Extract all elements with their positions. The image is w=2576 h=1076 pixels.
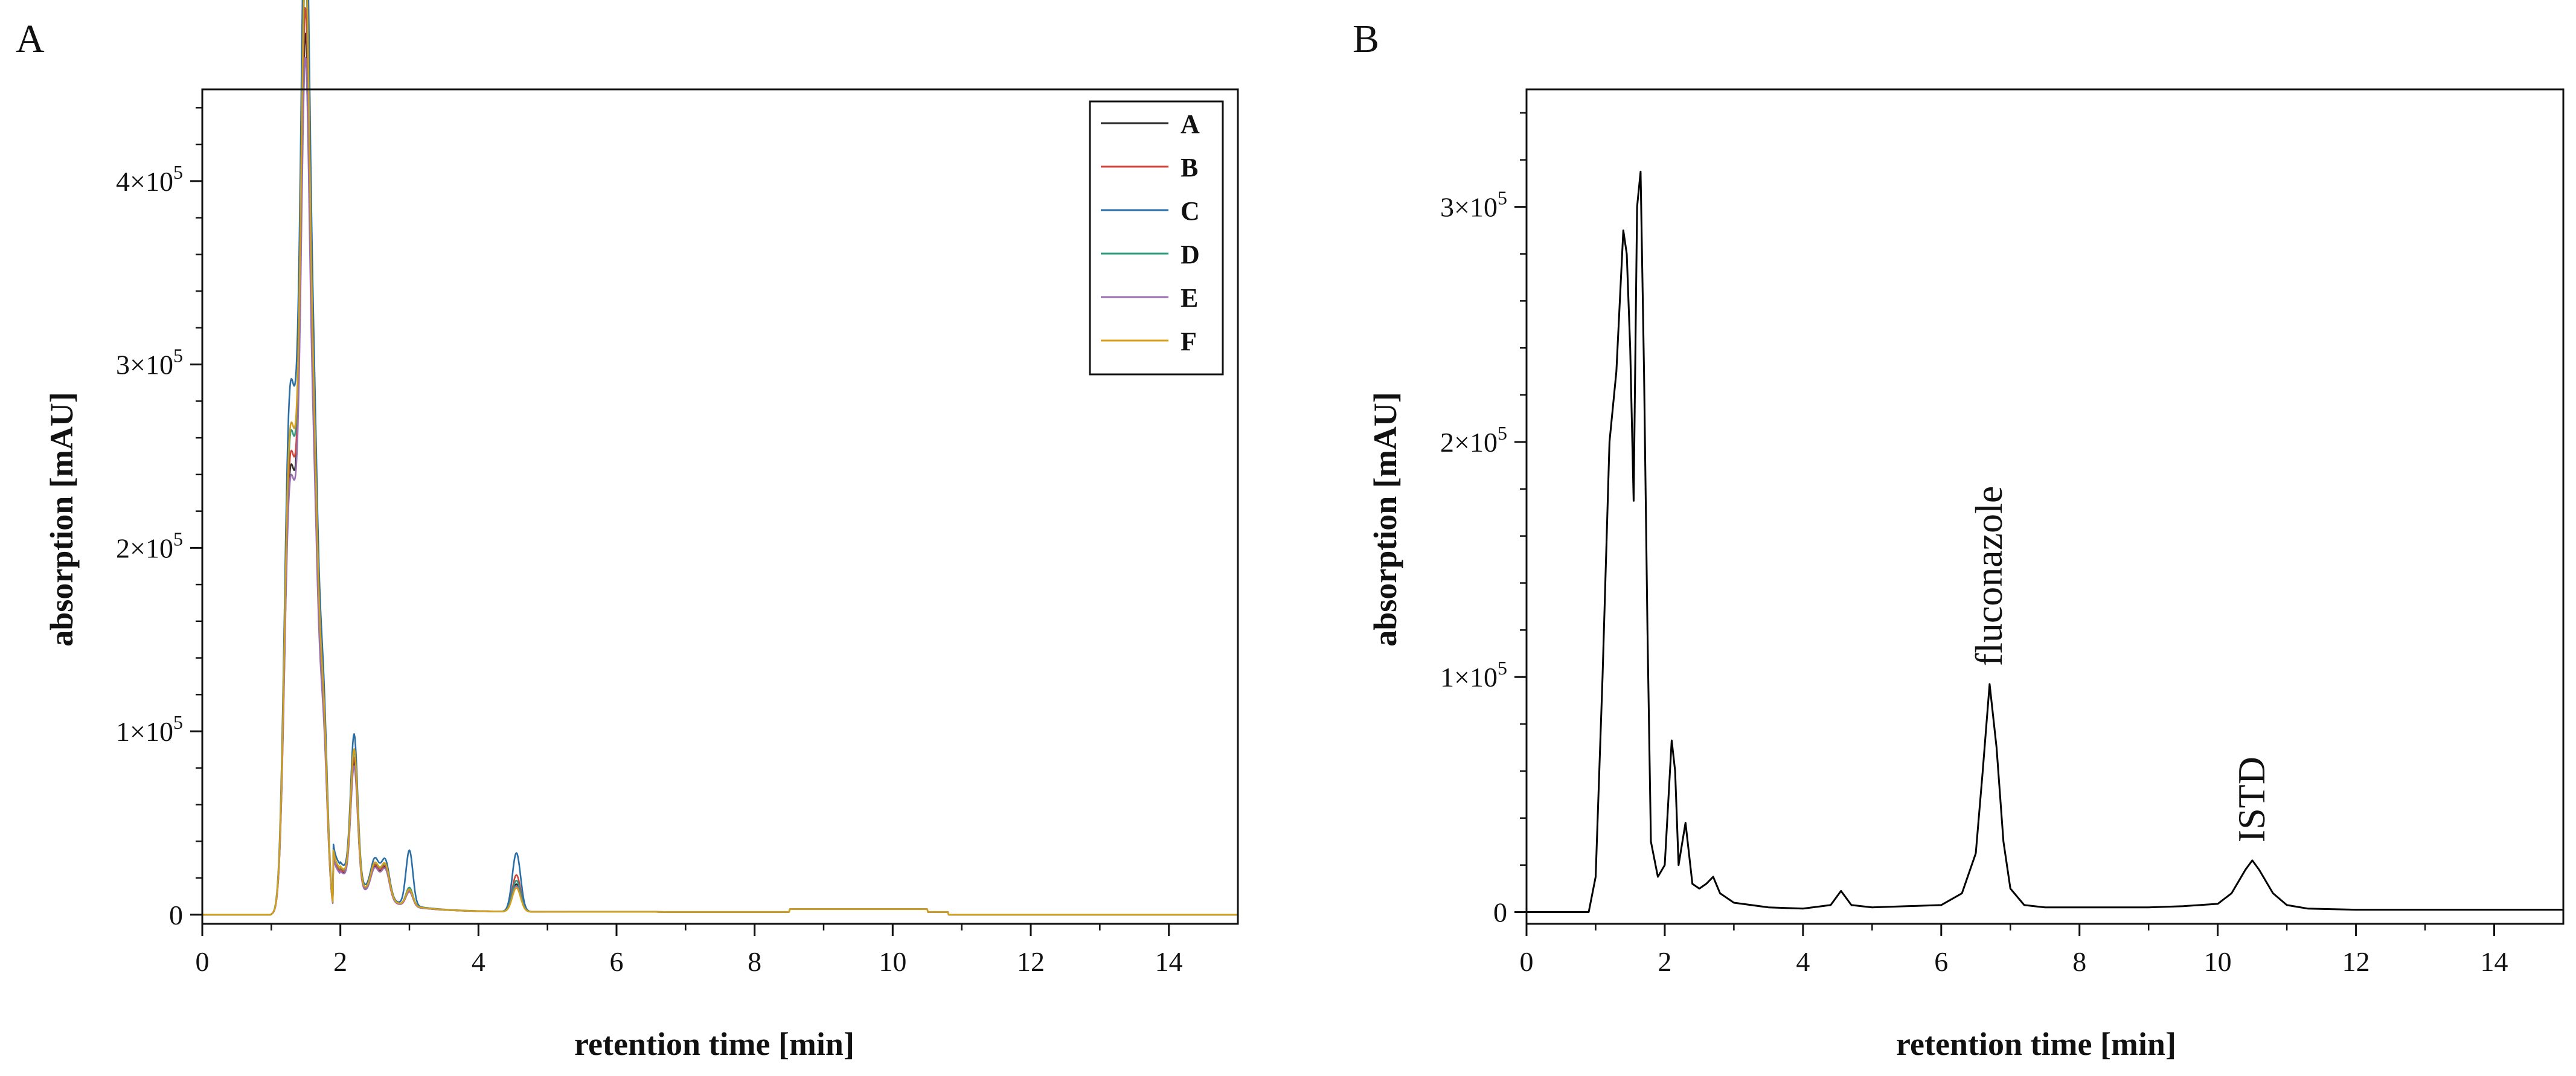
panel-b-y-tick-label: 3×105	[1440, 187, 1507, 223]
panel-a-y-tick-label: 2×105	[116, 528, 183, 563]
panel-a-letter: A	[16, 17, 45, 61]
panel-b-x-tick-label: 4	[1796, 946, 1810, 977]
panel-b-annotation-fluconazole: fluconazole	[1967, 486, 2010, 667]
panel-b-y-tick-label: 2×105	[1440, 422, 1507, 458]
panel-a-legend-label-b: B	[1181, 153, 1198, 182]
panel-b-x-tick-label: 2	[1658, 946, 1671, 977]
panel-a-legend-label-a: A	[1181, 109, 1200, 139]
panel-a-y-tick-label: 3×105	[116, 345, 183, 380]
panel-a-y-axis-label: absorption [mAU]	[43, 392, 80, 647]
panel-b: B 0 2 4 6 8 10 12 14 0 1×105 2×105 3×105 fluconazol…	[1353, 17, 2565, 1062]
panel-a-x-axis-label: retention time [min]	[574, 1026, 854, 1062]
panel-b-x-axis-label: retention time [min]	[1896, 1026, 2176, 1062]
panel-b-x-tick-label: 12	[2342, 946, 2370, 977]
panel-a-legend-label-e: E	[1181, 283, 1198, 313]
panel-a-series-line-f	[202, 0, 1238, 916]
panel-a-legend-label-c: C	[1181, 196, 1200, 226]
panel-a-x-tick-label: 8	[748, 946, 761, 977]
panel-a-legend-label-f: F	[1181, 327, 1197, 356]
panel-b-x-tick-label: 14	[2481, 946, 2508, 977]
panel-a-plot	[202, 0, 1238, 916]
panel-a-y-tick-label: 0	[169, 900, 183, 930]
panel-a-axes: 0 2 4 6 8 10 12 14 0 1×105 2×105 3×105 4×105	[116, 88, 1239, 977]
panel-a-x-tick-label: 4	[472, 946, 485, 977]
panel-a-x-tick-label: 14	[1155, 946, 1183, 977]
panel-a-x-tick-label: 2	[333, 946, 347, 977]
panel-a-x-tick-label: 0	[196, 946, 210, 977]
panel-b-y-tick-label: 1×105	[1440, 657, 1507, 693]
panel-b-annotation-istd: ISTD	[2230, 757, 2273, 842]
panel-b-axes: 0 2 4 6 8 10 12 14 0 1×105 2×105 3×105	[1440, 88, 2565, 977]
panel-b-letter: B	[1353, 17, 1379, 61]
panel-a-legend-label-d: D	[1181, 240, 1200, 269]
panel-a-legend-box	[1089, 100, 1224, 376]
panel-a-x-tick-label: 6	[610, 946, 624, 977]
panel-a-y-tick-label: 1×105	[116, 711, 183, 747]
panel-b-x-tick-label: 10	[2204, 946, 2232, 977]
panel-a-x-tick-label: 10	[879, 946, 906, 977]
panel-b-x-tick-label: 0	[1520, 946, 1534, 977]
panel-b-x-tick-label: 6	[1934, 946, 1948, 977]
panel-b-annotations: fluconazole ISTD	[1967, 486, 2273, 842]
panel-b-plot-frame	[1525, 88, 2565, 925]
panel-a-y-tick-label: 4×105	[116, 161, 183, 197]
panel-b-series-line	[1527, 170, 2563, 913]
panel-b-y-tick-label: 0	[1493, 897, 1507, 928]
panel-a-x-tick-label: 12	[1017, 946, 1045, 977]
panel-b-x-tick-label: 8	[2072, 946, 2086, 977]
panel-a-plot-frame	[201, 88, 1239, 925]
panel-b-y-axis-label: absorption [mAU]	[1367, 392, 1403, 647]
panel-b-plot	[1527, 170, 2563, 913]
